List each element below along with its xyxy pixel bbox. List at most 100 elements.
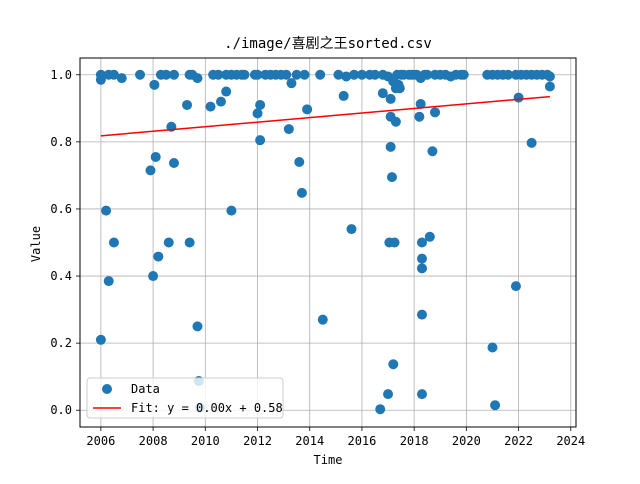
x-axis-label: Time: [314, 453, 343, 467]
data-point: [416, 253, 427, 264]
data-point: [490, 400, 501, 411]
data-point: [414, 111, 425, 122]
data-point: [430, 107, 441, 118]
data-point: [338, 90, 349, 101]
data-point: [296, 187, 307, 198]
data-point: [356, 69, 367, 80]
y-tick-label: 0.4: [50, 269, 72, 283]
data-point: [385, 141, 396, 152]
x-tick-label: 2022: [504, 434, 533, 448]
data-point: [95, 74, 106, 85]
data-point: [317, 314, 328, 325]
data-point: [487, 342, 498, 353]
data-point: [385, 93, 396, 104]
data-point: [252, 69, 263, 80]
data-point: [416, 237, 427, 248]
data-point: [377, 88, 388, 99]
x-tick-label: 2012: [243, 434, 272, 448]
data-point: [108, 69, 119, 80]
data-point: [369, 69, 380, 80]
x-tick-label: 2006: [86, 434, 115, 448]
data-point: [341, 71, 352, 82]
data-point: [255, 99, 266, 110]
data-point: [213, 69, 224, 80]
data-point: [255, 135, 266, 146]
data-point: [135, 69, 146, 80]
data-point: [103, 276, 114, 287]
ticks: 2006 2008 2010 2012 2014 2016 2018 2020 2022 2024…: [50, 68, 585, 448]
data-point: [291, 69, 302, 80]
data-point: [148, 271, 159, 282]
data-point: [424, 231, 435, 242]
data-point: [95, 334, 106, 345]
data-point: [294, 156, 305, 167]
data-point: [503, 69, 514, 80]
data-point: [108, 237, 119, 248]
fit-line: [100, 95, 550, 137]
data-point: [205, 101, 216, 112]
x-tick-label: 2008: [139, 434, 168, 448]
data-point: [283, 124, 294, 135]
data-point: [416, 263, 427, 274]
y-tick-label: 0.6: [50, 202, 72, 216]
data-point: [544, 81, 555, 92]
data-point: [168, 157, 179, 168]
data-point: [349, 69, 360, 80]
data-point: [299, 69, 310, 80]
data-point: [544, 71, 555, 82]
chart-title: ./image/喜剧之王sorted.csv: [224, 36, 432, 52]
data-point: [192, 321, 203, 332]
data-point: [416, 309, 427, 320]
x-tick-label: 2016: [347, 434, 376, 448]
data-point: [286, 78, 297, 89]
data-point: [386, 172, 397, 183]
y-tick-label: 0.0: [50, 403, 72, 417]
data-point: [161, 69, 172, 80]
y-tick-label: 0.8: [50, 135, 72, 149]
data-point: [184, 237, 195, 248]
data-point: [394, 83, 405, 94]
plot-frame: [79, 57, 577, 428]
data-point: [458, 69, 469, 80]
data-points: [95, 69, 555, 415]
data-point: [315, 69, 326, 80]
data-point: [333, 69, 344, 80]
data-point: [116, 73, 127, 84]
data-point: [383, 389, 394, 400]
data-point: [163, 237, 174, 248]
y-tick-label: 0.2: [50, 336, 72, 350]
grid: [80, 58, 576, 427]
data-point: [346, 224, 357, 235]
data-point: [226, 205, 237, 216]
data-point: [388, 359, 399, 370]
legend-data-marker: [102, 384, 112, 394]
data-point: [375, 404, 386, 415]
data-point: [526, 137, 537, 148]
data-point: [389, 237, 400, 248]
data-point: [101, 205, 112, 216]
data-point: [422, 69, 433, 80]
data-point: [150, 151, 161, 162]
x-tick-label: 2018: [400, 434, 429, 448]
data-point: [182, 99, 193, 110]
data-point: [416, 389, 427, 400]
legend-data-label: Data: [131, 382, 160, 396]
legend-box: [86, 377, 284, 419]
data-point: [153, 251, 164, 262]
data-point: [215, 96, 226, 107]
legend: Data Fit: y = 0.00x + 0.58: [86, 377, 284, 419]
x-tick-label: 2010: [191, 434, 220, 448]
y-tick-label: 1.0: [50, 68, 72, 82]
y-axis-label: Value: [29, 226, 43, 262]
x-tick-label: 2024: [556, 434, 585, 448]
x-tick-label: 2020: [452, 434, 481, 448]
data-point: [145, 165, 156, 176]
data-point: [168, 69, 179, 80]
data-point: [390, 116, 401, 127]
data-point: [192, 73, 203, 84]
legend-fit-label: Fit: y = 0.00x + 0.58: [131, 401, 283, 415]
data-point: [510, 281, 521, 292]
fit-line-group: [100, 95, 550, 137]
data-point: [513, 92, 524, 103]
